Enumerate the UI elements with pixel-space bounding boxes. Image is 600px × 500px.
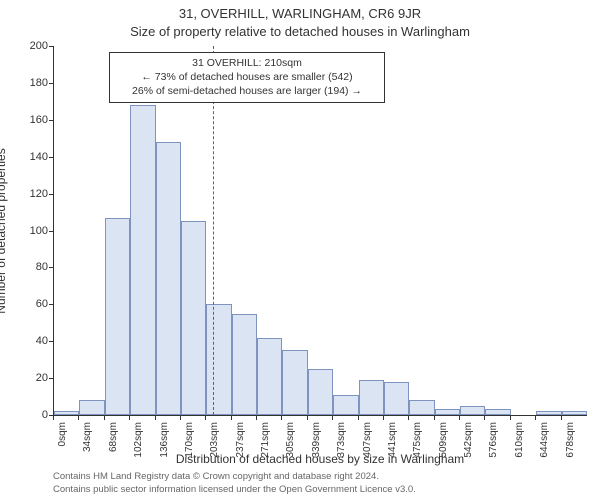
x-tick-label: 542sqm — [463, 422, 474, 472]
histogram-bar — [54, 411, 79, 415]
x-tick-mark — [561, 416, 562, 420]
x-tick-mark — [358, 416, 359, 420]
histogram-bar — [333, 395, 358, 415]
histogram-bar — [257, 338, 282, 415]
x-tick-mark — [53, 416, 54, 420]
histogram-bar — [536, 411, 561, 415]
x-tick-label: 0sqm — [57, 422, 68, 472]
x-tick-mark — [78, 416, 79, 420]
x-tick-label: 136sqm — [159, 422, 170, 472]
y-tick-label: 100 — [8, 225, 48, 237]
histogram-bar — [130, 105, 155, 415]
x-tick-mark — [155, 416, 156, 420]
y-tick-label: 180 — [8, 77, 48, 89]
x-tick-mark — [256, 416, 257, 420]
annotation-box: 31 OVERHILL: 210sqm ← 73% of detached ho… — [109, 52, 385, 103]
y-tick-label: 60 — [8, 298, 48, 310]
y-tick-label: 140 — [8, 151, 48, 163]
histogram-bar — [485, 409, 510, 415]
x-tick-label: 102sqm — [133, 422, 144, 472]
footer-line1: Contains HM Land Registry data © Crown c… — [53, 471, 416, 483]
histogram-bar — [232, 314, 257, 415]
chart-plot-area: 31 OVERHILL: 210sqm ← 73% of detached ho… — [53, 46, 587, 416]
x-tick-label: 203sqm — [209, 422, 220, 472]
x-tick-mark — [231, 416, 232, 420]
x-tick-mark — [104, 416, 105, 420]
x-tick-label: 407sqm — [362, 422, 373, 472]
y-tick-mark — [49, 304, 53, 305]
x-tick-mark — [332, 416, 333, 420]
x-tick-label: 339sqm — [311, 422, 322, 472]
y-tick-mark — [49, 231, 53, 232]
x-tick-label: 475sqm — [412, 422, 423, 472]
x-tick-label: 170sqm — [184, 422, 195, 472]
x-tick-mark — [281, 416, 282, 420]
x-tick-label: 509sqm — [438, 422, 449, 472]
histogram-bar — [384, 382, 409, 415]
y-tick-mark — [49, 194, 53, 195]
histogram-bar — [359, 380, 384, 415]
x-tick-mark — [535, 416, 536, 420]
x-tick-label: 34sqm — [82, 422, 93, 472]
x-tick-label: 271sqm — [260, 422, 271, 472]
footer-line2: Contains public sector information licen… — [53, 484, 416, 496]
x-tick-label: 373sqm — [336, 422, 347, 472]
histogram-bar — [181, 221, 206, 415]
y-tick-label: 20 — [8, 372, 48, 384]
x-tick-label: 644sqm — [539, 422, 550, 472]
x-tick-label: 305sqm — [285, 422, 296, 472]
x-tick-label: 610sqm — [514, 422, 525, 472]
histogram-bar — [460, 406, 485, 415]
histogram-bar — [409, 400, 434, 415]
y-tick-mark — [49, 267, 53, 268]
x-tick-mark — [434, 416, 435, 420]
x-tick-mark — [205, 416, 206, 420]
y-tick-label: 200 — [8, 40, 48, 52]
y-tick-mark — [49, 83, 53, 84]
x-tick-label: 237sqm — [235, 422, 246, 472]
x-tick-label: 441sqm — [387, 422, 398, 472]
x-tick-mark — [180, 416, 181, 420]
x-tick-mark — [408, 416, 409, 420]
annotation-line1: 31 OVERHILL: 210sqm — [116, 56, 378, 70]
chart-supertitle: 31, OVERHILL, WARLINGHAM, CR6 9JR — [0, 6, 600, 21]
y-tick-mark — [49, 46, 53, 47]
x-tick-mark — [484, 416, 485, 420]
x-tick-mark — [383, 416, 384, 420]
y-tick-label: 80 — [8, 261, 48, 273]
annotation-line2: ← 73% of detached houses are smaller (54… — [116, 70, 378, 84]
y-tick-label: 0 — [8, 409, 48, 421]
y-tick-label: 160 — [8, 114, 48, 126]
x-tick-mark — [129, 416, 130, 420]
histogram-bar — [435, 409, 460, 415]
x-tick-mark — [510, 416, 511, 420]
footer-text: Contains HM Land Registry data © Crown c… — [53, 471, 416, 496]
histogram-bar — [79, 400, 104, 415]
x-tick-label: 576sqm — [488, 422, 499, 472]
histogram-bar — [156, 142, 181, 415]
y-tick-mark — [49, 341, 53, 342]
annotation-line3: 26% of semi-detached houses are larger (… — [116, 84, 378, 98]
histogram-bar — [308, 369, 333, 415]
y-tick-label: 120 — [8, 188, 48, 200]
x-tick-mark — [307, 416, 308, 420]
x-tick-label: 678sqm — [565, 422, 576, 472]
histogram-bar — [282, 350, 307, 415]
y-tick-mark — [49, 157, 53, 158]
y-tick-label: 40 — [8, 335, 48, 347]
x-tick-label: 68sqm — [108, 422, 119, 472]
y-tick-mark — [49, 120, 53, 121]
histogram-bar — [562, 411, 587, 415]
y-tick-mark — [49, 378, 53, 379]
histogram-bar — [105, 218, 130, 415]
histogram-bar — [206, 304, 231, 415]
chart-title: Size of property relative to detached ho… — [0, 24, 600, 39]
x-tick-mark — [459, 416, 460, 420]
